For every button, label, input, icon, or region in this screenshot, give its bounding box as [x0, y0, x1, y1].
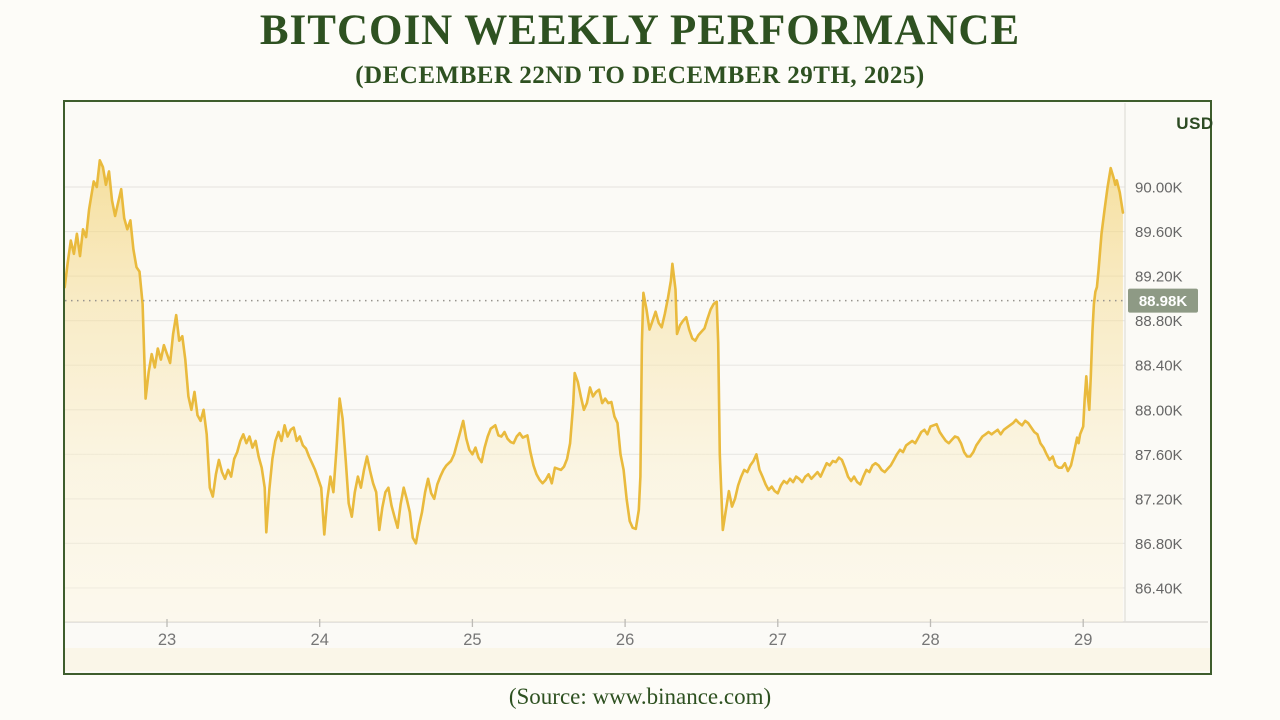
page-subtitle: (DECEMBER 22ND TO DECEMBER 29TH, 2025): [355, 62, 925, 89]
svg-text:90.00K: 90.00K: [1135, 180, 1183, 197]
svg-text:28: 28: [921, 631, 939, 649]
svg-text:29: 29: [1074, 631, 1092, 649]
bottom-tint-strip: [65, 648, 1210, 671]
svg-text:25: 25: [463, 631, 481, 649]
source-caption: (Source: www.binance.com): [508, 684, 772, 709]
svg-text:27: 27: [769, 631, 787, 649]
y-axis-labels: 90.00K 89.60K 89.20K 88.80K 88.40K 88.00K 87.6…: [1135, 180, 1183, 598]
svg-text:89.20K: 89.20K: [1135, 269, 1183, 286]
svg-text:24: 24: [311, 631, 329, 649]
svg-text:26: 26: [616, 631, 634, 649]
last-price-badge: 88.98K: [1128, 288, 1198, 313]
svg-text:87.60K: 87.60K: [1135, 447, 1183, 464]
svg-text:88.98K: 88.98K: [1139, 293, 1188, 310]
y-axis-unit-label: USD: [1176, 114, 1214, 133]
svg-text:88.00K: 88.00K: [1135, 402, 1183, 419]
price-chart-canvas[interactable]: 90.00K 89.60K 89.20K 88.80K 88.40K 88.00K 87.6…: [65, 102, 1210, 673]
price-chart-panel: USD 90.00K 89.60K 89.20K 88.80K 88.40K 88.00K…: [63, 100, 1213, 675]
page-title: BITCOIN WEEKLY PERFORMANCE: [259, 7, 1021, 54]
x-axis-labels: 23 24 25 26 27 28 29: [158, 619, 1092, 649]
price-line: [65, 159, 1125, 545]
svg-text:86.40K: 86.40K: [1135, 580, 1183, 597]
price-area: [65, 160, 1123, 622]
svg-text:89.60K: 89.60K: [1135, 224, 1183, 241]
svg-text:86.80K: 86.80K: [1135, 536, 1183, 553]
svg-text:23: 23: [158, 631, 176, 649]
svg-text:88.80K: 88.80K: [1135, 313, 1183, 330]
svg-text:87.20K: 87.20K: [1135, 491, 1183, 508]
svg-text:88.40K: 88.40K: [1135, 358, 1183, 375]
